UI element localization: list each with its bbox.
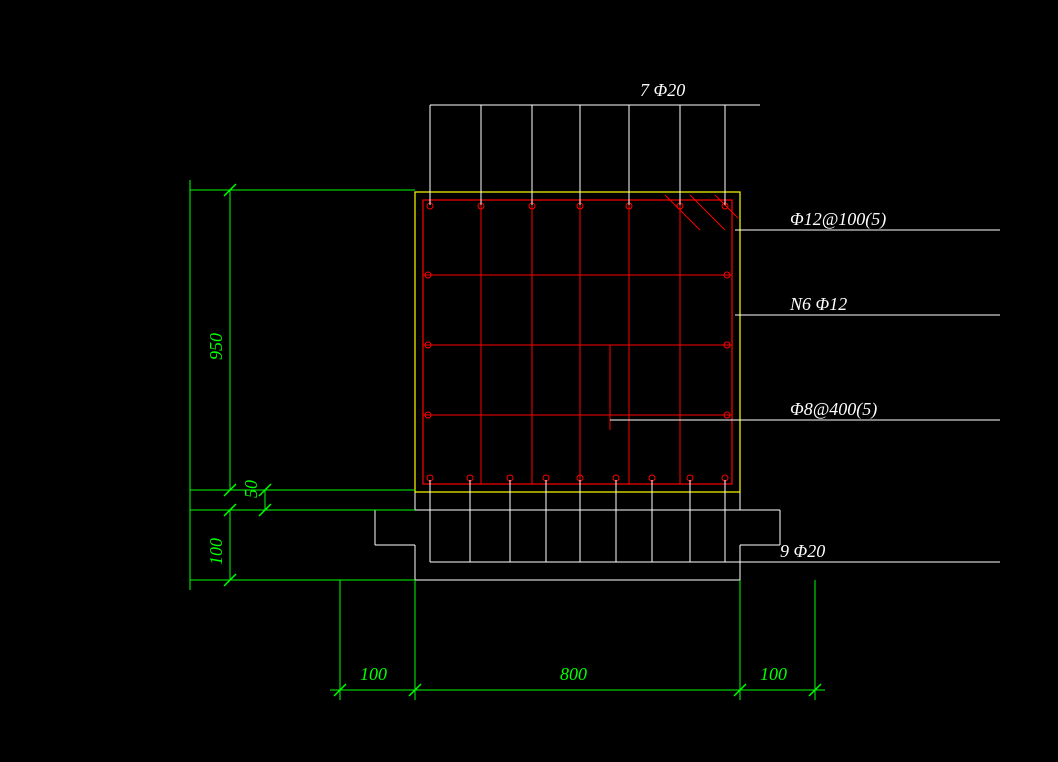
label-stirrup-1: Φ12@100(5): [790, 209, 886, 230]
dimension-lines: 950 50 100 100 800 100: [190, 180, 825, 700]
dim-800: 800: [560, 664, 587, 684]
dim-100-left: 100: [360, 664, 387, 684]
leader-lines: 7 Φ20 9 Φ20 Φ12@100(5) N6 Φ12 Φ8@400(5): [430, 80, 1000, 562]
label-bottom-rebar: 9 Φ20: [780, 541, 825, 561]
cad-section-drawing: 7 Φ20 9 Φ20 Φ12@100(5) N6 Φ12 Φ8@400(5) 950 50…: [0, 0, 1058, 762]
dim-950: 950: [206, 333, 226, 360]
dim-50: 50: [241, 480, 261, 498]
dim-100-v: 100: [206, 538, 226, 565]
rebar-cage: [423, 195, 738, 484]
label-side-bars: N6 Φ12: [789, 294, 847, 314]
foundation-outline: [375, 492, 780, 580]
label-stirrup-2: Φ8@400(5): [790, 399, 877, 420]
section-outline: [415, 192, 740, 492]
dim-100-right: 100: [760, 664, 787, 684]
label-top-rebar: 7 Φ20: [640, 80, 685, 100]
